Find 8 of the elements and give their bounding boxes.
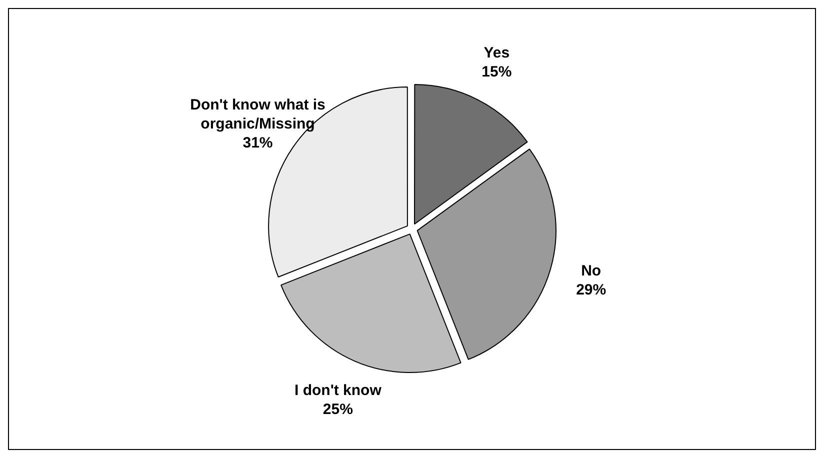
slice-label: I don't know (294, 382, 382, 399)
data-label: 25% (322, 400, 353, 418)
slice-label: Don't know what is organic/Missing (190, 96, 326, 132)
data-label: 29% (576, 282, 606, 299)
data-label: 31% (242, 134, 273, 152)
slice-label: Yes (484, 44, 510, 62)
slice-label: No (581, 262, 602, 280)
data-label: 15% (482, 63, 512, 80)
